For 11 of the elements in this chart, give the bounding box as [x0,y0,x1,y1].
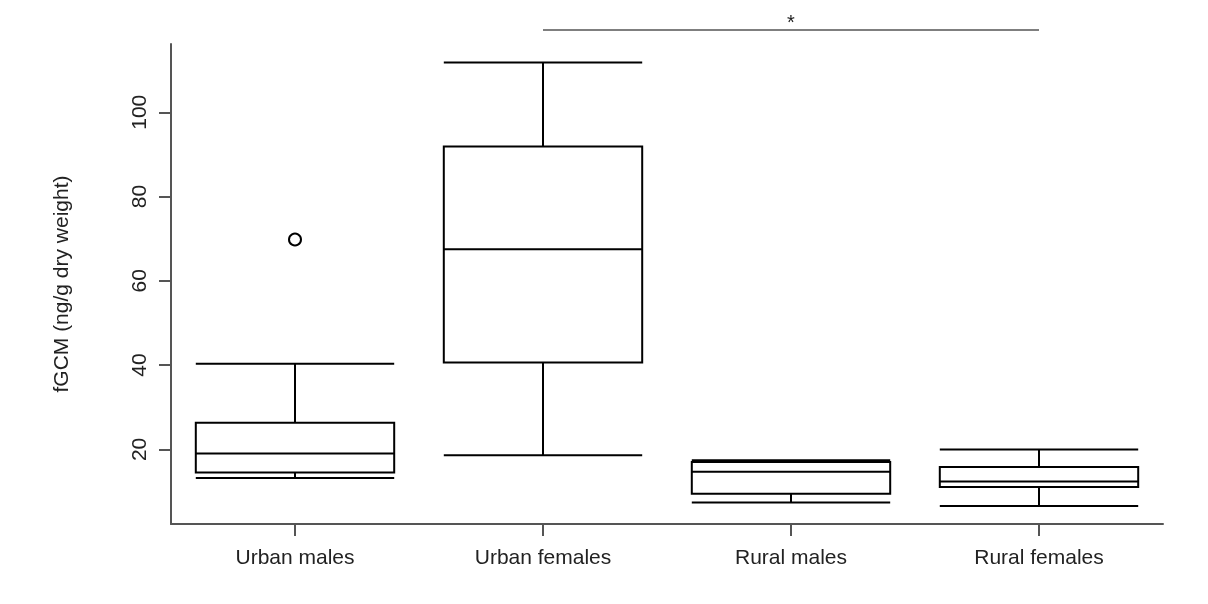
y-tick-label: 60 [127,269,150,293]
x-tick-label: Rural males [734,545,848,568]
x-tick-label: Urban males [235,545,355,568]
y-tick-label: 100 [127,94,150,130]
y-tick-label: 80 [127,184,150,209]
y-tick-label: 40 [127,353,150,377]
x-tick-label: Rural females [974,545,1104,568]
y-tick-label: 20 [127,437,150,462]
text: * [787,11,796,33]
y-axis-title: fGCM (ng/g dry weight) [49,175,72,393]
x-tick-label: Urban females [474,545,612,568]
